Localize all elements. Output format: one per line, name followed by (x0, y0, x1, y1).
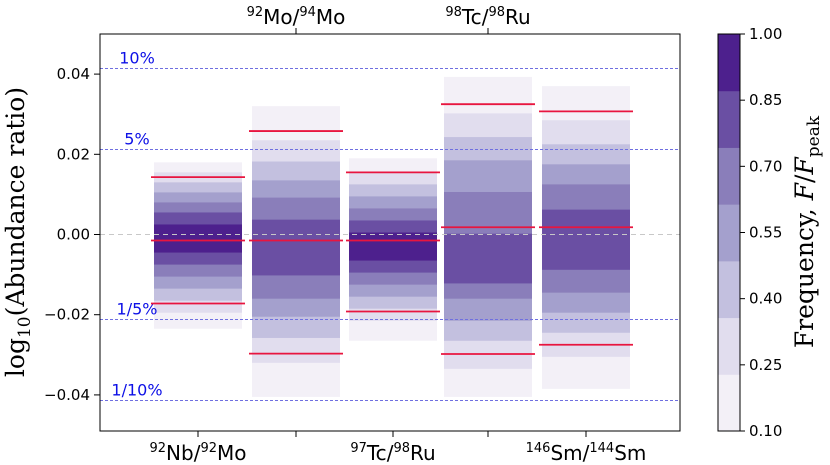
colorbar-segment (718, 317, 740, 375)
ratio-labels: 92Nb/92Mo 92Mo/94Mo 97Tc/98Ru 98Tc/98Ru 146S… (150, 5, 647, 465)
y-tick-label: 0.04 (57, 65, 90, 83)
reference-label: 1/5% (117, 300, 158, 319)
colorbar-tick-label: 0.85 (749, 91, 782, 109)
ratio-label: 146Sm/144Sm (526, 441, 647, 465)
colorbar (718, 34, 740, 432)
colorbar-segment (718, 204, 740, 262)
reference-lines: 10% 5% 1/5% 1/10% (100, 48, 680, 402)
reference-label: 10% (119, 48, 155, 67)
colorbar-tick-label: 0.70 (749, 157, 782, 175)
bound-lines (151, 103, 633, 355)
colorbar-segment (718, 147, 740, 205)
frequency-levels (154, 76, 630, 397)
plot-frame (99, 33, 681, 432)
colorbar-tick-label: 0.55 (749, 224, 782, 242)
colorbar-label: Frequency, F/Fpeak (790, 115, 824, 348)
colorbar-segment (718, 90, 740, 148)
frequency-band (349, 232, 437, 261)
ratio-label: 97Tc/98Ru (350, 441, 435, 465)
reference-label: 5% (124, 129, 149, 148)
ratio-label: 98Tc/98Ru (445, 5, 530, 29)
colorbar-ticks: 1.00 0.85 0.70 0.55 0.40 0.25 0.10 (740, 25, 782, 440)
ratio-label: 92Nb/92Mo (150, 441, 247, 465)
axes: 0.04 0.02 0.00 −0.02 −0.04 (44, 28, 587, 437)
y-tick-label: −0.02 (44, 306, 90, 324)
colorbar-tick-label: 1.00 (749, 25, 782, 43)
colorbar-segment (718, 34, 740, 92)
colorbar-segment (718, 260, 740, 319)
frequency-band (252, 219, 340, 276)
frequency-band (154, 224, 242, 253)
frequency-band (542, 209, 630, 270)
colorbar-tick-label: 0.40 (749, 290, 782, 308)
colorbar-segment (718, 374, 740, 432)
reference-label: 1/10% (111, 381, 162, 400)
ratio-label: 92Mo/94Mo (247, 5, 346, 29)
frequency-band (444, 233, 532, 284)
colorbar-tick-label: 0.25 (749, 356, 782, 374)
y-tick-label: 0.02 (57, 145, 90, 163)
y-tick-label: 0.00 (57, 226, 90, 244)
colorbar-tick-label: 0.10 (749, 422, 782, 440)
y-tick-label: −0.04 (44, 386, 90, 404)
y-axis-label: log10(Abundance ratio) (1, 87, 35, 377)
